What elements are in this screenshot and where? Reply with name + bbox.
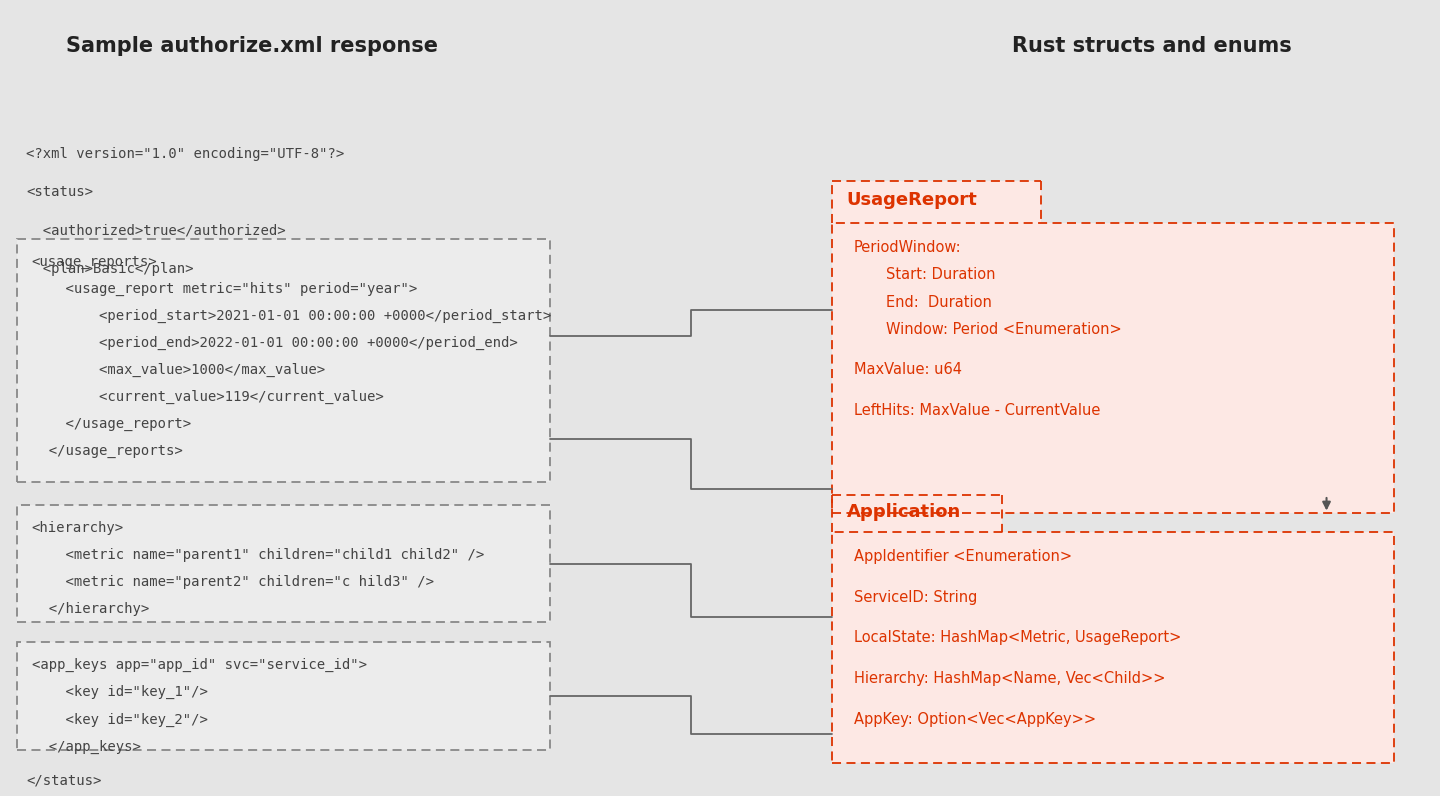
FancyBboxPatch shape bbox=[17, 642, 550, 750]
FancyBboxPatch shape bbox=[832, 223, 1394, 513]
Text: <usage_report metric="hits" period="year">: <usage_report metric="hits" period="year… bbox=[32, 282, 418, 296]
Text: </hierarchy>: </hierarchy> bbox=[32, 602, 148, 616]
Text: AppIdentifier <Enumeration>: AppIdentifier <Enumeration> bbox=[854, 549, 1071, 564]
Text: <plan>Basic</plan>: <plan>Basic</plan> bbox=[26, 262, 193, 276]
Text: <key id="key_2"/>: <key id="key_2"/> bbox=[32, 712, 207, 727]
Text: <app_keys app="app_id" svc="service_id">: <app_keys app="app_id" svc="service_id"> bbox=[32, 658, 367, 673]
Text: Sample authorize.xml response: Sample authorize.xml response bbox=[66, 36, 438, 56]
Text: LocalState: HashMap<Metric, UsageReport>: LocalState: HashMap<Metric, UsageReport> bbox=[854, 630, 1181, 646]
Text: <hierarchy>: <hierarchy> bbox=[32, 521, 124, 535]
Text: <usage_reports>: <usage_reports> bbox=[32, 255, 157, 269]
Text: </app_keys>: </app_keys> bbox=[32, 739, 141, 754]
Text: <period_end>2022-01-01 00:00:00 +0000</period_end>: <period_end>2022-01-01 00:00:00 +0000</p… bbox=[32, 336, 517, 350]
Text: Hierarchy: HashMap<Name, Vec<Child>>: Hierarchy: HashMap<Name, Vec<Child>> bbox=[854, 671, 1165, 686]
Text: ServiceID: String: ServiceID: String bbox=[854, 590, 978, 605]
Text: MaxValue: u64: MaxValue: u64 bbox=[854, 362, 962, 377]
Text: Application: Application bbox=[847, 502, 960, 521]
FancyBboxPatch shape bbox=[832, 181, 1041, 223]
FancyBboxPatch shape bbox=[17, 239, 550, 482]
Text: <key id="key_1"/>: <key id="key_1"/> bbox=[32, 685, 207, 700]
Text: <current_value>119</current_value>: <current_value>119</current_value> bbox=[32, 390, 383, 404]
Text: Rust structs and enums: Rust structs and enums bbox=[1012, 36, 1292, 56]
Text: LeftHits: MaxValue - CurrentValue: LeftHits: MaxValue - CurrentValue bbox=[854, 403, 1100, 418]
Text: End:  Duration: End: Duration bbox=[886, 295, 992, 310]
Text: PeriodWindow:: PeriodWindow: bbox=[854, 240, 962, 256]
Text: <?xml version="1.0" encoding="UTF-8"?>: <?xml version="1.0" encoding="UTF-8"?> bbox=[26, 147, 344, 162]
Text: </usage_reports>: </usage_reports> bbox=[32, 444, 183, 458]
FancyBboxPatch shape bbox=[832, 495, 1002, 532]
Text: </status>: </status> bbox=[26, 774, 101, 788]
Text: <period_start>2021-01-01 00:00:00 +0000</period_start>: <period_start>2021-01-01 00:00:00 +0000<… bbox=[32, 309, 552, 323]
Text: AppKey: Option<Vec<AppKey>>: AppKey: Option<Vec<AppKey>> bbox=[854, 712, 1096, 727]
Text: <max_value>1000</max_value>: <max_value>1000</max_value> bbox=[32, 363, 325, 377]
Text: </usage_report>: </usage_report> bbox=[32, 417, 192, 431]
FancyBboxPatch shape bbox=[17, 505, 550, 622]
Text: <metric name="parent2" children="c hild3" />: <metric name="parent2" children="c hild3… bbox=[32, 575, 433, 589]
Text: <metric name="parent1" children="child1 child2" />: <metric name="parent1" children="child1 … bbox=[32, 548, 484, 562]
Text: <authorized>true</authorized>: <authorized>true</authorized> bbox=[26, 224, 285, 238]
Text: <status>: <status> bbox=[26, 185, 94, 200]
Text: Window: Period <Enumeration>: Window: Period <Enumeration> bbox=[886, 322, 1122, 337]
FancyBboxPatch shape bbox=[832, 532, 1394, 763]
Text: Start: Duration: Start: Duration bbox=[886, 267, 995, 283]
Text: UsageReport: UsageReport bbox=[847, 191, 978, 209]
